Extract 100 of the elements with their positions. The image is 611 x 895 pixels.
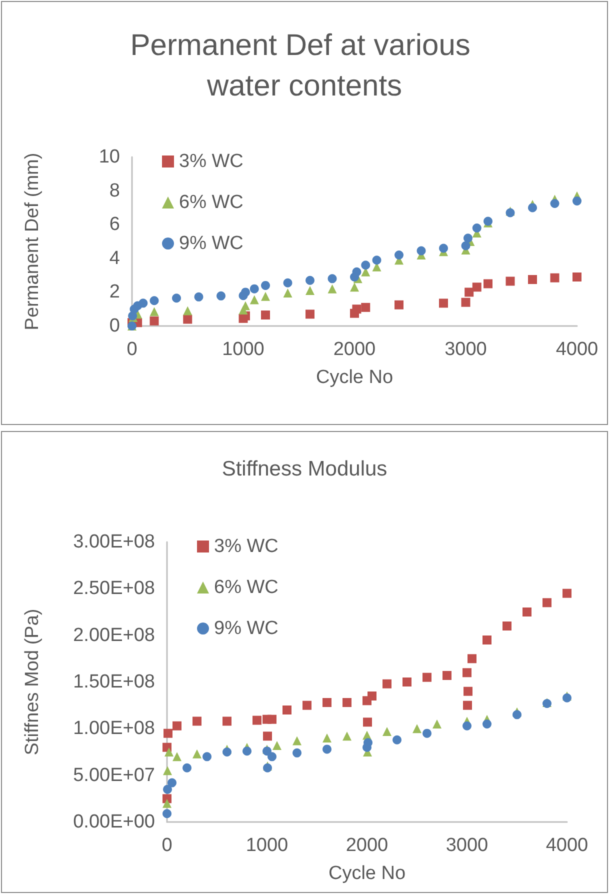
point — [268, 714, 276, 724]
point — [164, 728, 172, 738]
point — [183, 306, 192, 316]
x-tick-label: 3000 — [444, 339, 487, 360]
point — [163, 766, 172, 776]
point — [432, 720, 442, 728]
y-tick-label: 0 — [109, 316, 120, 336]
point — [162, 798, 172, 808]
point — [416, 246, 426, 256]
y-tick-label: 1.50E+08 — [73, 672, 155, 692]
point — [361, 302, 370, 312]
legend-label: 6% WC — [179, 192, 244, 213]
point — [292, 736, 302, 746]
y-tick-label: 0.00E+00 — [73, 812, 155, 832]
point — [172, 294, 181, 303]
point — [482, 636, 492, 644]
point — [328, 284, 337, 294]
point — [482, 720, 492, 728]
point — [439, 298, 448, 308]
point — [322, 698, 332, 708]
point — [172, 752, 182, 762]
legend-label: 9% WC — [179, 233, 244, 254]
point — [282, 706, 292, 714]
point — [322, 744, 332, 754]
point — [463, 234, 472, 243]
legend-label: 6% WC — [214, 577, 278, 598]
point — [394, 250, 404, 260]
point — [442, 670, 452, 680]
point — [242, 746, 252, 756]
point — [261, 292, 270, 301]
y-tick-label: 8 — [109, 180, 120, 202]
y-axis-title: Permanent Def (mm) — [22, 152, 43, 330]
point — [261, 310, 270, 320]
point — [138, 298, 148, 308]
point — [192, 716, 202, 726]
point — [363, 718, 372, 727]
point — [572, 272, 582, 282]
point — [182, 763, 192, 772]
x-tick-label: 2000 — [333, 339, 376, 360]
point — [382, 679, 392, 688]
point — [528, 275, 537, 284]
point — [292, 748, 302, 758]
point — [252, 716, 262, 725]
point — [402, 678, 412, 686]
point — [550, 198, 560, 208]
y-tick-label: 3.00E+08 — [73, 532, 155, 552]
point — [342, 732, 352, 741]
x-tick-label: 3000 — [446, 835, 488, 856]
point — [250, 284, 259, 294]
point — [168, 778, 176, 788]
y-tick-label: 2.00E+08 — [73, 624, 155, 646]
y-tick-label: 2.50E+08 — [73, 578, 155, 600]
point — [352, 267, 362, 276]
point — [222, 748, 232, 756]
point — [342, 698, 352, 708]
point — [461, 241, 470, 250]
point — [372, 256, 382, 265]
point — [368, 692, 376, 700]
legend-label: 9% WC — [214, 618, 278, 639]
point — [306, 310, 314, 319]
x-tick-label: 1000 — [222, 339, 264, 360]
point — [422, 672, 432, 682]
point — [328, 274, 337, 284]
point — [216, 291, 226, 300]
point — [240, 301, 250, 310]
point — [162, 809, 172, 818]
point — [572, 196, 582, 206]
x-tick-label: 0 — [126, 339, 138, 360]
point — [164, 748, 174, 756]
point — [302, 700, 312, 710]
point — [528, 203, 537, 212]
point — [463, 700, 472, 710]
point — [150, 316, 159, 326]
point — [472, 223, 482, 232]
point — [150, 296, 159, 306]
point — [250, 295, 259, 304]
y-axis-title: Stiffnes Mod (Pa) — [22, 608, 43, 756]
point — [162, 794, 172, 804]
point — [462, 721, 472, 730]
point — [163, 784, 172, 794]
y-tick-label: 2 — [109, 282, 120, 303]
point — [222, 716, 232, 726]
point — [194, 292, 204, 302]
point — [361, 260, 370, 270]
chart-title: Permanent Def at various water contents — [130, 28, 479, 102]
point — [542, 598, 552, 608]
y-tick-label: 5.00E+07 — [73, 764, 155, 786]
x-tick-label: 0 — [162, 835, 172, 856]
x-tick-label: 4000 — [556, 339, 598, 360]
point — [422, 728, 432, 738]
point — [472, 282, 482, 292]
point — [484, 279, 492, 288]
x-tick-label: 2000 — [346, 835, 388, 856]
y-tick-label: 6 — [109, 214, 120, 236]
point — [283, 288, 292, 298]
point — [192, 749, 202, 758]
point — [461, 298, 470, 307]
point — [522, 608, 532, 616]
point — [202, 752, 212, 762]
point — [240, 288, 250, 297]
